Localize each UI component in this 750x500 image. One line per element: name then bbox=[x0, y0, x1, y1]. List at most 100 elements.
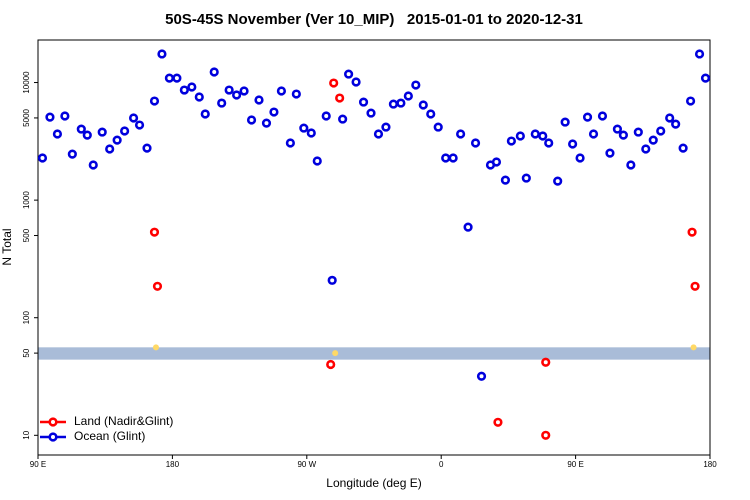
data-point bbox=[553, 176, 563, 186]
data-point bbox=[541, 430, 551, 440]
data-point bbox=[105, 144, 115, 154]
data-point bbox=[149, 96, 160, 106]
y-tick-label: 10 bbox=[22, 430, 31, 439]
plot-frame bbox=[37, 39, 711, 456]
x-axis-label: Longitude (deg E) bbox=[326, 476, 421, 490]
data-point bbox=[656, 126, 666, 136]
data-point bbox=[373, 129, 384, 139]
data-point bbox=[332, 350, 339, 357]
data-point bbox=[88, 160, 98, 170]
data-point bbox=[366, 108, 376, 118]
data-point bbox=[60, 111, 70, 121]
data-point bbox=[403, 91, 413, 101]
data-point bbox=[690, 281, 700, 291]
data-point bbox=[396, 98, 406, 108]
legend-label: Land (Nadir&Glint) bbox=[74, 414, 173, 428]
data-point bbox=[582, 112, 593, 122]
data-point bbox=[200, 109, 210, 119]
data-point bbox=[239, 86, 249, 96]
data-point bbox=[254, 95, 264, 105]
data-point bbox=[82, 130, 92, 140]
data-point bbox=[142, 143, 152, 153]
data-point bbox=[351, 77, 361, 87]
data-point bbox=[491, 157, 502, 167]
data-point bbox=[605, 148, 615, 158]
x-tick-label: 0 bbox=[439, 460, 444, 469]
y-tick-label: 1000 bbox=[22, 191, 31, 209]
data-point bbox=[541, 357, 551, 367]
data-point bbox=[641, 144, 651, 154]
data-point bbox=[612, 124, 623, 134]
data-point bbox=[678, 143, 688, 153]
data-point bbox=[694, 49, 705, 59]
data-point bbox=[493, 417, 503, 427]
data-point bbox=[358, 97, 369, 107]
data-point bbox=[456, 129, 466, 139]
data-point bbox=[217, 98, 227, 108]
data-point bbox=[671, 119, 681, 129]
data-point bbox=[685, 96, 696, 106]
data-point bbox=[560, 117, 570, 127]
data-point bbox=[515, 131, 525, 141]
legend-label: Ocean (Glint) bbox=[74, 429, 145, 443]
data-point bbox=[172, 73, 182, 83]
data-point bbox=[500, 175, 511, 185]
data-point bbox=[299, 123, 309, 133]
data-point bbox=[588, 129, 599, 139]
data-point bbox=[476, 371, 487, 381]
data-point bbox=[45, 112, 55, 122]
data-point bbox=[568, 139, 578, 149]
data-point bbox=[67, 149, 77, 159]
data-point bbox=[232, 90, 242, 100]
x-tick-label: 180 bbox=[703, 460, 717, 469]
x-tick-label: 90 E bbox=[567, 460, 583, 469]
data-point bbox=[306, 128, 316, 138]
data-point bbox=[648, 135, 658, 145]
data-point bbox=[246, 115, 257, 125]
data-point bbox=[187, 82, 197, 92]
data-point bbox=[665, 113, 675, 123]
data-point bbox=[120, 126, 130, 136]
y-tick-label: 50 bbox=[22, 348, 31, 357]
data-point bbox=[261, 118, 272, 128]
data-point bbox=[179, 85, 189, 95]
data-point bbox=[687, 227, 697, 237]
data-point bbox=[276, 86, 287, 96]
data-point bbox=[426, 109, 436, 119]
data-point bbox=[506, 136, 516, 146]
y-tick-label: 500 bbox=[22, 228, 31, 242]
data-point bbox=[321, 111, 331, 121]
data-point bbox=[538, 131, 548, 141]
data-point bbox=[134, 120, 145, 130]
x-tick-label: 90 W bbox=[297, 460, 316, 469]
legend-marker bbox=[48, 417, 58, 427]
data-point bbox=[97, 127, 107, 137]
data-point bbox=[470, 138, 481, 148]
data-point bbox=[329, 78, 339, 88]
data-point bbox=[338, 114, 348, 124]
data-point bbox=[433, 122, 443, 132]
x-tick-label: 180 bbox=[166, 460, 180, 469]
data-point bbox=[381, 122, 391, 132]
data-point bbox=[291, 89, 301, 99]
data-point bbox=[700, 73, 711, 83]
data-point bbox=[530, 129, 540, 139]
y-tick-label: 5000 bbox=[22, 108, 31, 126]
data-point bbox=[411, 80, 421, 90]
data-point bbox=[157, 49, 167, 59]
data-point bbox=[618, 130, 628, 140]
legend-marker bbox=[48, 432, 58, 442]
data-point bbox=[128, 113, 139, 123]
data-point bbox=[112, 135, 122, 145]
data-point bbox=[224, 85, 234, 95]
y-axis-label: N Total bbox=[0, 228, 14, 265]
data-point bbox=[463, 222, 473, 232]
data-point bbox=[76, 124, 86, 134]
data-point bbox=[327, 275, 337, 285]
data-point bbox=[633, 127, 643, 137]
data-point bbox=[312, 156, 322, 166]
data-point bbox=[37, 153, 48, 163]
data-point bbox=[335, 93, 345, 103]
